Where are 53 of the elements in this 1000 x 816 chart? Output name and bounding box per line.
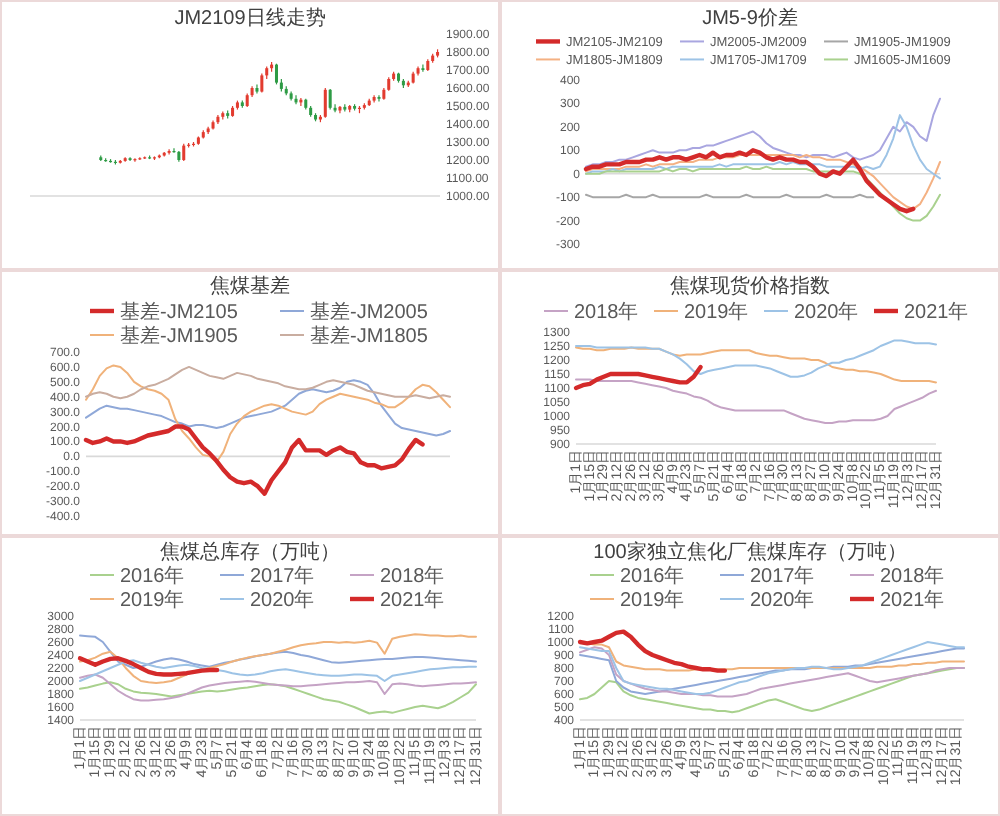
candlestick xyxy=(274,63,278,85)
line-series xyxy=(577,629,728,673)
chart-title: JM2109日线走势 xyxy=(174,6,326,30)
line-series xyxy=(85,364,451,464)
line-series xyxy=(85,365,451,400)
legend-label: 2018年 xyxy=(574,300,639,324)
candlestick xyxy=(397,72,401,84)
line-series xyxy=(573,364,703,391)
legend-label: 基差-JM2105 xyxy=(120,300,239,324)
line-series xyxy=(585,97,941,168)
legend-label: 基差-JM1805 xyxy=(310,324,429,348)
candlestick xyxy=(323,87,327,119)
line-series xyxy=(575,339,937,378)
legend-label: 基差-JM2005 xyxy=(310,300,429,324)
line-series xyxy=(585,165,941,222)
chart-title: 焦煤基差 xyxy=(210,274,290,298)
line-series xyxy=(575,378,937,424)
line-series xyxy=(79,673,477,702)
chart-title: 焦煤总库存（万吨） xyxy=(160,540,340,564)
legend-label: 2016年 xyxy=(620,564,685,588)
candlestick xyxy=(260,73,264,94)
legend-label: 2021年 xyxy=(880,588,945,612)
legend-label: 2019年 xyxy=(684,300,749,324)
line-series xyxy=(583,148,916,214)
legend-label: 2017年 xyxy=(250,564,315,588)
legend-label: 2018年 xyxy=(880,564,945,588)
legend-label: 2020年 xyxy=(794,300,859,324)
legend-label: 2018年 xyxy=(380,564,445,588)
legend-label: 2019年 xyxy=(120,588,185,612)
legend-label: 2017年 xyxy=(750,564,815,588)
legend-label: 2021年 xyxy=(380,588,445,612)
legend-label: 2016年 xyxy=(120,564,185,588)
line-series xyxy=(585,114,941,180)
line-series xyxy=(79,681,477,715)
line-series xyxy=(575,346,937,384)
line-series xyxy=(79,633,477,684)
chart-title: 焦煤现货价格指数 xyxy=(670,274,830,298)
legend-label: 2019年 xyxy=(620,588,685,612)
legend-label: 2020年 xyxy=(250,588,315,612)
line-series xyxy=(79,659,477,682)
legend-label: 2020年 xyxy=(750,588,815,612)
candlestick xyxy=(421,63,425,73)
line-series xyxy=(79,634,477,669)
line-series xyxy=(585,153,941,210)
legend-label: 基差-JM1905 xyxy=(120,324,239,348)
chart-title: 100家独立焦化厂焦煤库存（万吨） xyxy=(593,540,907,564)
candlestick xyxy=(328,88,332,111)
line-series xyxy=(83,424,425,496)
line-series xyxy=(85,379,451,437)
chart-title: JM5-9价差 xyxy=(702,6,798,30)
line-series xyxy=(77,656,220,677)
legend-label: 2021年 xyxy=(904,300,969,324)
candlestick xyxy=(167,148,171,156)
